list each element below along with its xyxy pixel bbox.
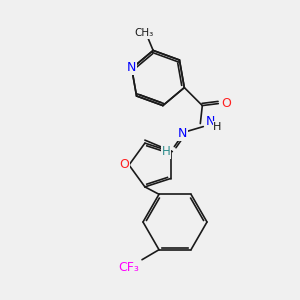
Text: N: N: [206, 115, 215, 128]
Text: N: N: [178, 127, 187, 140]
Text: H: H: [213, 122, 221, 132]
Text: O: O: [119, 158, 129, 172]
Text: CH₃: CH₃: [134, 28, 154, 38]
Text: N: N: [127, 61, 136, 74]
Text: O: O: [221, 97, 231, 110]
Text: H: H: [162, 145, 171, 158]
Text: CF₃: CF₃: [118, 261, 140, 274]
